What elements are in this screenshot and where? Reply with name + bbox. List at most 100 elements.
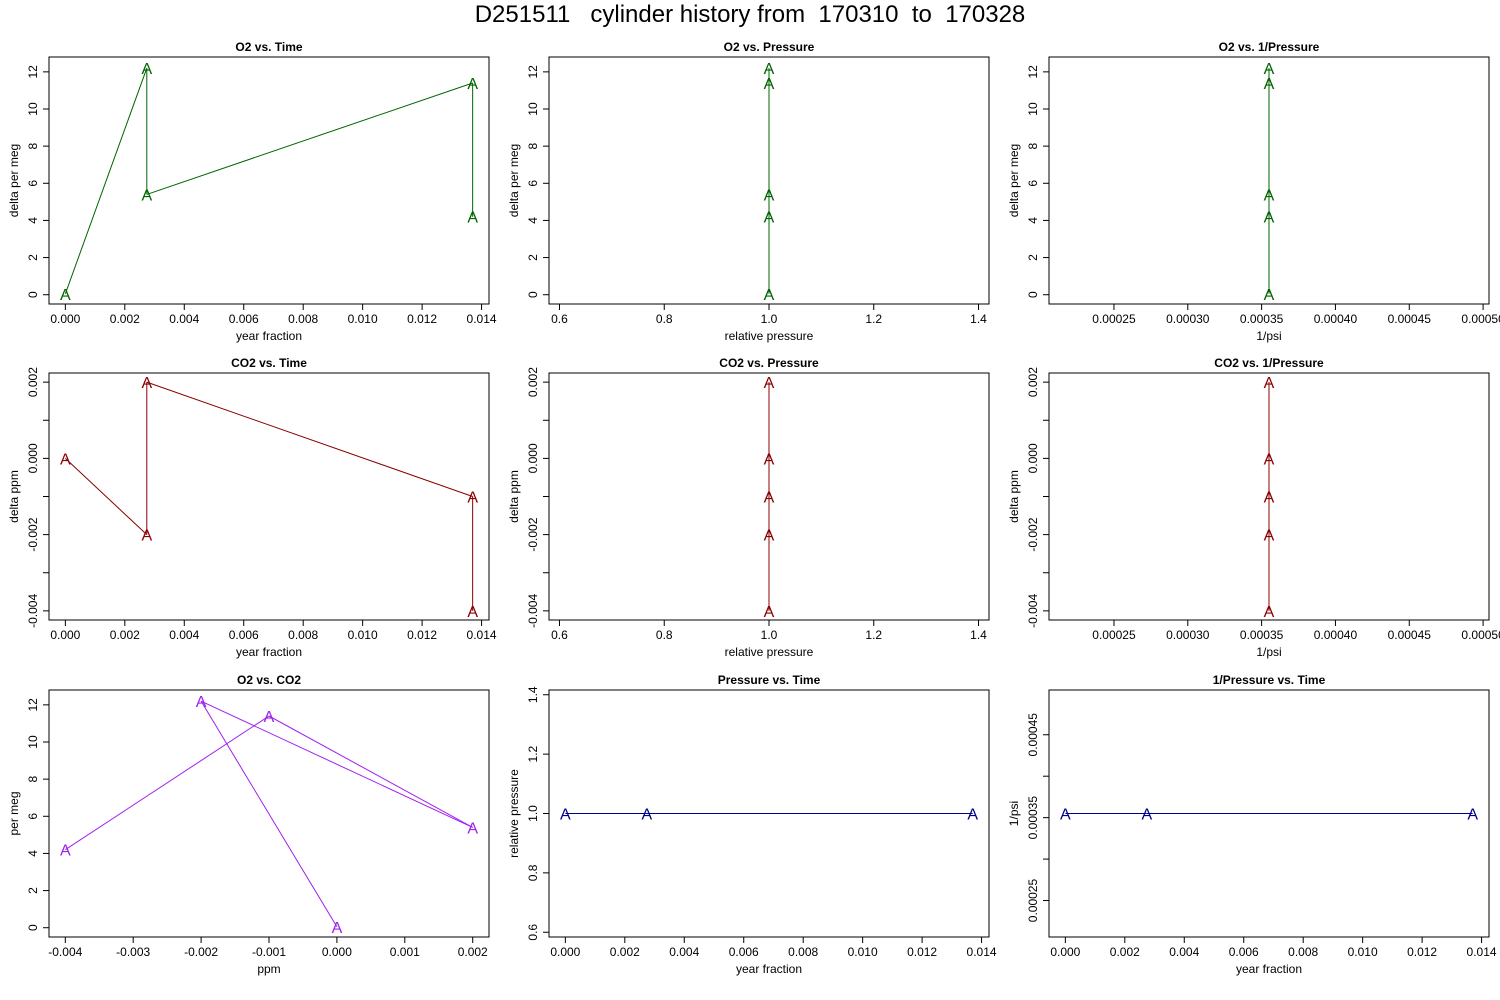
y-tick-label: 10: [26, 735, 40, 749]
data-point-marker: A: [1264, 61, 1275, 78]
y-tick-label: 4: [1026, 217, 1040, 224]
y-tick-label: 0: [26, 291, 40, 298]
y-tick-label: -0.004: [26, 594, 40, 628]
x-axis-label: 1/psi: [1256, 645, 1281, 659]
x-tick-label: 0.6: [551, 312, 568, 326]
x-tick-label: 0.010: [348, 312, 378, 326]
page-title: D251511 cylinder history from 170310 to …: [474, 1, 1026, 28]
x-tick-label: 0.014: [467, 312, 497, 326]
data-point-marker: A: [764, 287, 775, 304]
x-tick-label: 0.010: [348, 628, 378, 642]
y-tick-label: 0.6: [526, 924, 540, 941]
series-segment: [146, 381, 473, 497]
y-tick-label: 8: [1026, 142, 1040, 149]
y-tick-label: 4: [526, 217, 540, 224]
x-tick-label: 0.00030: [1166, 628, 1210, 642]
y-tick-label: 0: [1026, 291, 1040, 298]
y-axis-label: delta per meg: [1007, 144, 1021, 217]
chart-title: CO2 vs. Time: [231, 356, 307, 370]
y-tick-label: 2: [1026, 254, 1040, 261]
panel-o2-vs-pressure: O2 vs. Pressure 0.6 0.8 1.0 1.2 1.4 relative p…: [507, 40, 990, 343]
y-tick-label: 0.000: [26, 443, 40, 473]
series-segment: [200, 700, 338, 928]
y-tick-label: 0.00025: [1026, 879, 1040, 923]
x-tick-label: 0.012: [407, 312, 437, 326]
x-tick-label: 0.000: [322, 945, 352, 959]
data-point-marker: A: [764, 210, 775, 227]
x-tick-label: 0.000: [50, 628, 80, 642]
x-tick-label: 0.012: [907, 945, 937, 959]
series-segment: [65, 715, 270, 851]
y-tick-label: 10: [526, 102, 540, 116]
data-point-marker: A: [141, 528, 152, 545]
x-tick-label: 1.2: [865, 312, 882, 326]
data-point-marker: A: [764, 61, 775, 78]
x-tick-label: 0.008: [288, 628, 318, 642]
data-point-marker: A: [332, 920, 343, 937]
x-axis-label: 1/psi: [1256, 329, 1281, 343]
y-tick-label: 2: [26, 254, 40, 261]
y-tick-label: -0.002: [1026, 517, 1040, 551]
data-point-marker: A: [1264, 375, 1275, 392]
x-tick-label: 0.004: [169, 312, 199, 326]
x-tick-label: 0.001: [390, 945, 420, 959]
data-point-marker: A: [60, 843, 71, 860]
y-tick-label: 1.4: [526, 686, 540, 703]
plot-frame: [1048, 689, 1490, 938]
data-point-marker: A: [141, 375, 152, 392]
chart-title: O2 vs. CO2: [237, 673, 301, 687]
x-tick-label: 0.00050: [1461, 628, 1500, 642]
x-axis-label: relative pressure: [725, 645, 814, 659]
y-tick-label: 12: [526, 65, 540, 79]
x-tick-label: 0.006: [229, 628, 259, 642]
plot-frame: [1048, 56, 1490, 305]
x-tick-label: -0.002: [184, 945, 218, 959]
y-tick-label: 0.000: [526, 443, 540, 473]
x-tick-label: 1.4: [970, 628, 987, 642]
x-tick-label: 0.000: [550, 945, 580, 959]
y-tick-label: 12: [26, 698, 40, 712]
data-point-marker: A: [141, 187, 152, 204]
x-tick-label: 0.006: [729, 945, 759, 959]
x-tick-label: 0.004: [669, 945, 699, 959]
y-tick-label: 0.8: [526, 864, 540, 881]
data-point-marker: A: [764, 451, 775, 468]
y-tick-label: 12: [1026, 65, 1040, 79]
y-axis-label: 1/psi: [1007, 801, 1021, 826]
chart-title: 1/Pressure vs. Time: [1213, 673, 1326, 687]
plot-frame: [48, 372, 490, 621]
x-tick-label: 0.010: [1348, 945, 1378, 959]
y-tick-label: 12: [26, 65, 40, 79]
x-tick-label: 0.6: [551, 628, 568, 642]
y-axis-label: delta ppm: [1007, 470, 1021, 523]
data-point-marker: A: [1264, 604, 1275, 621]
chart-title: O2 vs. Pressure: [724, 40, 815, 54]
data-point-marker: A: [196, 694, 207, 711]
x-tick-label: 0.008: [1288, 945, 1318, 959]
y-tick-label: 2: [526, 254, 540, 261]
y-tick-label: 1.0: [526, 805, 540, 822]
data-point-marker: A: [764, 375, 775, 392]
data-point-marker: A: [467, 490, 478, 507]
data-point-marker: A: [1141, 807, 1152, 824]
data-point-marker: A: [467, 820, 478, 837]
chart-title: CO2 vs. 1/Pressure: [1214, 356, 1324, 370]
y-tick-label: 6: [526, 180, 540, 187]
y-tick-label: 4: [26, 217, 40, 224]
data-point-marker: A: [60, 451, 71, 468]
y-tick-label: 2: [26, 887, 40, 894]
y-tick-label: 10: [1026, 102, 1040, 116]
x-tick-label: 0.00040: [1314, 628, 1358, 642]
series-segment: [64, 67, 148, 294]
y-tick-label: -0.002: [526, 517, 540, 551]
x-tick-label: 0.006: [229, 312, 259, 326]
data-point-marker: A: [764, 187, 775, 204]
data-point-marker: A: [1264, 528, 1275, 545]
series-segment: [146, 82, 473, 195]
panel-co2-vs-inv-pressure: CO2 vs. 1/Pressure 0.00025 0.00030 0.00035 0…: [1007, 356, 1500, 659]
panel-o2-vs-time: O2 vs. Time 0.000 0.002 0.004 0.006 0.008 0.01…: [7, 40, 497, 343]
x-axis-label: ppm: [257, 962, 280, 976]
x-tick-label: 0.002: [610, 945, 640, 959]
y-tick-label: 0: [526, 291, 540, 298]
x-tick-label: 0.014: [467, 628, 497, 642]
